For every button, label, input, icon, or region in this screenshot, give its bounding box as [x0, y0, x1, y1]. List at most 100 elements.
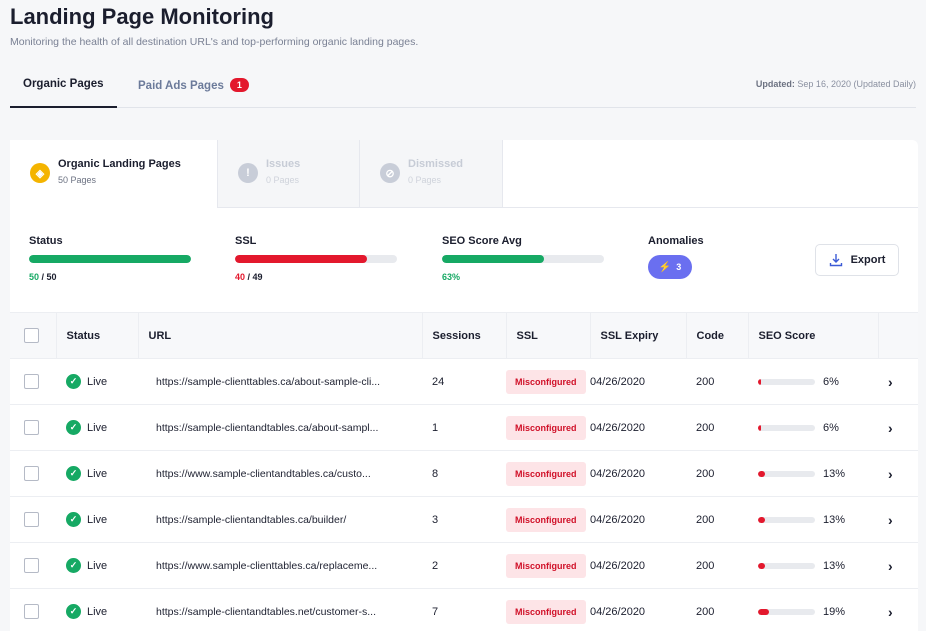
- col-ssl-expiry[interactable]: SSL Expiry: [590, 312, 687, 359]
- subtab-dismissed[interactable]: ⊘ Dismissed 0 Pages: [360, 140, 503, 208]
- col-url[interactable]: URL: [138, 312, 423, 359]
- seo-score-cell: 6%: [748, 404, 878, 451]
- ssl-status-badge: Misconfigured: [506, 415, 586, 440]
- row-checkbox[interactable]: [24, 420, 39, 435]
- page-subtitle: Monitoring the health of all destination…: [10, 36, 419, 48]
- subtab-organic-landing-pages[interactable]: ◈ Organic Landing Pages 50 Pages: [10, 140, 217, 208]
- seo-score-value: 19%: [823, 605, 846, 618]
- status-cell: ✓ Live: [56, 542, 138, 589]
- subtab-issues[interactable]: ! Issues 0 Pages: [217, 140, 360, 208]
- row-checkbox[interactable]: [24, 512, 39, 527]
- table-row[interactable]: ✓ Live https://sample-clientandtables.ca/…: [10, 404, 918, 451]
- top-tabs: Organic Pages Paid Ads Pages 1 Updated: S…: [10, 64, 916, 108]
- alert-icon: !: [238, 163, 258, 183]
- seo-score-bar: [758, 562, 815, 569]
- landing-pages-table: Status URL Sessions SSL SSL Expiry Code …: [10, 312, 918, 631]
- row-checkbox[interactable]: [24, 604, 39, 619]
- export-button[interactable]: Export: [815, 244, 899, 276]
- seo-score-value: 13%: [823, 513, 846, 526]
- table-row[interactable]: ✓ Live https://www.sample-clienttables.ca…: [10, 542, 918, 589]
- table-row[interactable]: ✓ Live https://www.sample-clientandtables…: [10, 450, 918, 497]
- ssl-cell: Misconfigured: [506, 404, 590, 451]
- ssl-status-badge: Misconfigured: [506, 599, 586, 624]
- row-action-cell: ›: [878, 496, 918, 543]
- url-cell[interactable]: https://sample-clientandtables.net/custo…: [138, 588, 422, 631]
- status-current: 50: [29, 272, 40, 282]
- status-total: 50: [46, 272, 57, 282]
- ssl-expiry-cell: 04/26/2020: [590, 588, 686, 631]
- chevron-right-icon[interactable]: ›: [888, 465, 893, 482]
- status-text: Live: [87, 513, 108, 526]
- url-cell[interactable]: https://www.sample-clienttables.ca/repla…: [138, 542, 422, 589]
- metric-anomalies: Anomalies ⚡ 3: [648, 235, 748, 279]
- subtab-title: Issues: [266, 158, 301, 170]
- table-row[interactable]: ✓ Live https://sample-clientandtables.ca/…: [10, 496, 918, 543]
- chevron-right-icon[interactable]: ›: [888, 511, 893, 528]
- chevron-right-icon[interactable]: ›: [888, 373, 893, 390]
- code-cell: 200: [686, 404, 748, 451]
- code-cell: 200: [686, 358, 748, 405]
- col-ssl[interactable]: SSL: [506, 312, 591, 359]
- row-select-cell: [10, 588, 56, 631]
- ssl-sep: /: [245, 272, 253, 282]
- organic-icon: ◈: [30, 163, 50, 183]
- seo-score-bar: [758, 608, 815, 615]
- table-row[interactable]: ✓ Live https://sample-clientandtables.net…: [10, 588, 918, 631]
- seo-score-value: 6%: [823, 375, 839, 388]
- col-code[interactable]: Code: [686, 312, 749, 359]
- tab-paid-ads-pages[interactable]: Paid Ads Pages 1: [138, 78, 249, 92]
- col-actions: [878, 312, 918, 359]
- ssl-status-badge: Misconfigured: [506, 553, 586, 578]
- url-cell[interactable]: https://sample-clienttables.ca/about-sam…: [138, 358, 422, 405]
- col-sessions[interactable]: Sessions: [422, 312, 507, 359]
- paid-ads-badge: 1: [229, 78, 249, 92]
- chevron-right-icon[interactable]: ›: [888, 419, 893, 436]
- ssl-status-badge: Misconfigured: [506, 369, 586, 394]
- status-cell: ✓ Live: [56, 496, 138, 543]
- metric-ssl: SSL 40 / 49: [235, 235, 397, 282]
- seo-progress-bar: [442, 255, 604, 263]
- metric-ssl-label: SSL: [235, 235, 257, 247]
- sessions-cell: 3: [422, 496, 506, 543]
- url-cell[interactable]: https://sample-clientandtables.ca/builde…: [138, 496, 422, 543]
- sessions-cell: 7: [422, 588, 506, 631]
- seo-score-cell: 19%: [748, 588, 878, 631]
- seo-score-fill: [758, 516, 766, 523]
- chevron-right-icon[interactable]: ›: [888, 557, 893, 574]
- status-live: ✓ Live: [66, 558, 107, 573]
- status-live: ✓ Live: [66, 466, 107, 481]
- ssl-cell: Misconfigured: [506, 542, 590, 589]
- status-cell: ✓ Live: [56, 588, 138, 631]
- row-checkbox[interactable]: [24, 466, 39, 481]
- ssl-expiry-cell: 04/26/2020: [590, 404, 686, 451]
- row-checkbox[interactable]: [24, 374, 39, 389]
- tab-organic-pages[interactable]: Organic Pages: [10, 78, 117, 108]
- updated-prefix: Updated:: [755, 79, 795, 89]
- seo-score-cell: 13%: [748, 542, 878, 589]
- ssl-cell: Misconfigured: [506, 496, 590, 543]
- url-cell[interactable]: https://sample-clientandtables.ca/about-…: [138, 404, 422, 451]
- ssl-status-badge: Misconfigured: [506, 461, 586, 486]
- row-checkbox[interactable]: [24, 558, 39, 573]
- metric-status-value: 50 / 50: [29, 272, 191, 282]
- seo-score-cell: 13%: [748, 450, 878, 497]
- row-action-cell: ›: [878, 404, 918, 451]
- ssl-status-badge: Misconfigured: [506, 507, 586, 532]
- anomalies-badge[interactable]: ⚡ 3: [648, 255, 692, 279]
- status-cell: ✓ Live: [56, 450, 138, 497]
- chevron-right-icon[interactable]: ›: [888, 603, 893, 620]
- row-action-cell: ›: [878, 588, 918, 631]
- table-row[interactable]: ✓ Live https://sample-clienttables.ca/abo…: [10, 358, 918, 405]
- select-all-checkbox[interactable]: [24, 328, 39, 343]
- sessions-cell: 2: [422, 542, 506, 589]
- col-seo-score[interactable]: SEO Score: [748, 312, 879, 359]
- row-select-cell: [10, 542, 56, 589]
- subtab-count: 50 Pages: [58, 175, 97, 185]
- seo-score-fill: [758, 378, 762, 385]
- col-status[interactable]: Status: [56, 312, 139, 359]
- code-cell: 200: [686, 450, 748, 497]
- seo-score: 13%: [758, 468, 845, 480]
- url-cell[interactable]: https://www.sample-clientandtables.ca/cu…: [138, 450, 422, 497]
- page-title: Landing Page Monitoring: [10, 4, 274, 29]
- seo-score: 6%: [758, 422, 839, 434]
